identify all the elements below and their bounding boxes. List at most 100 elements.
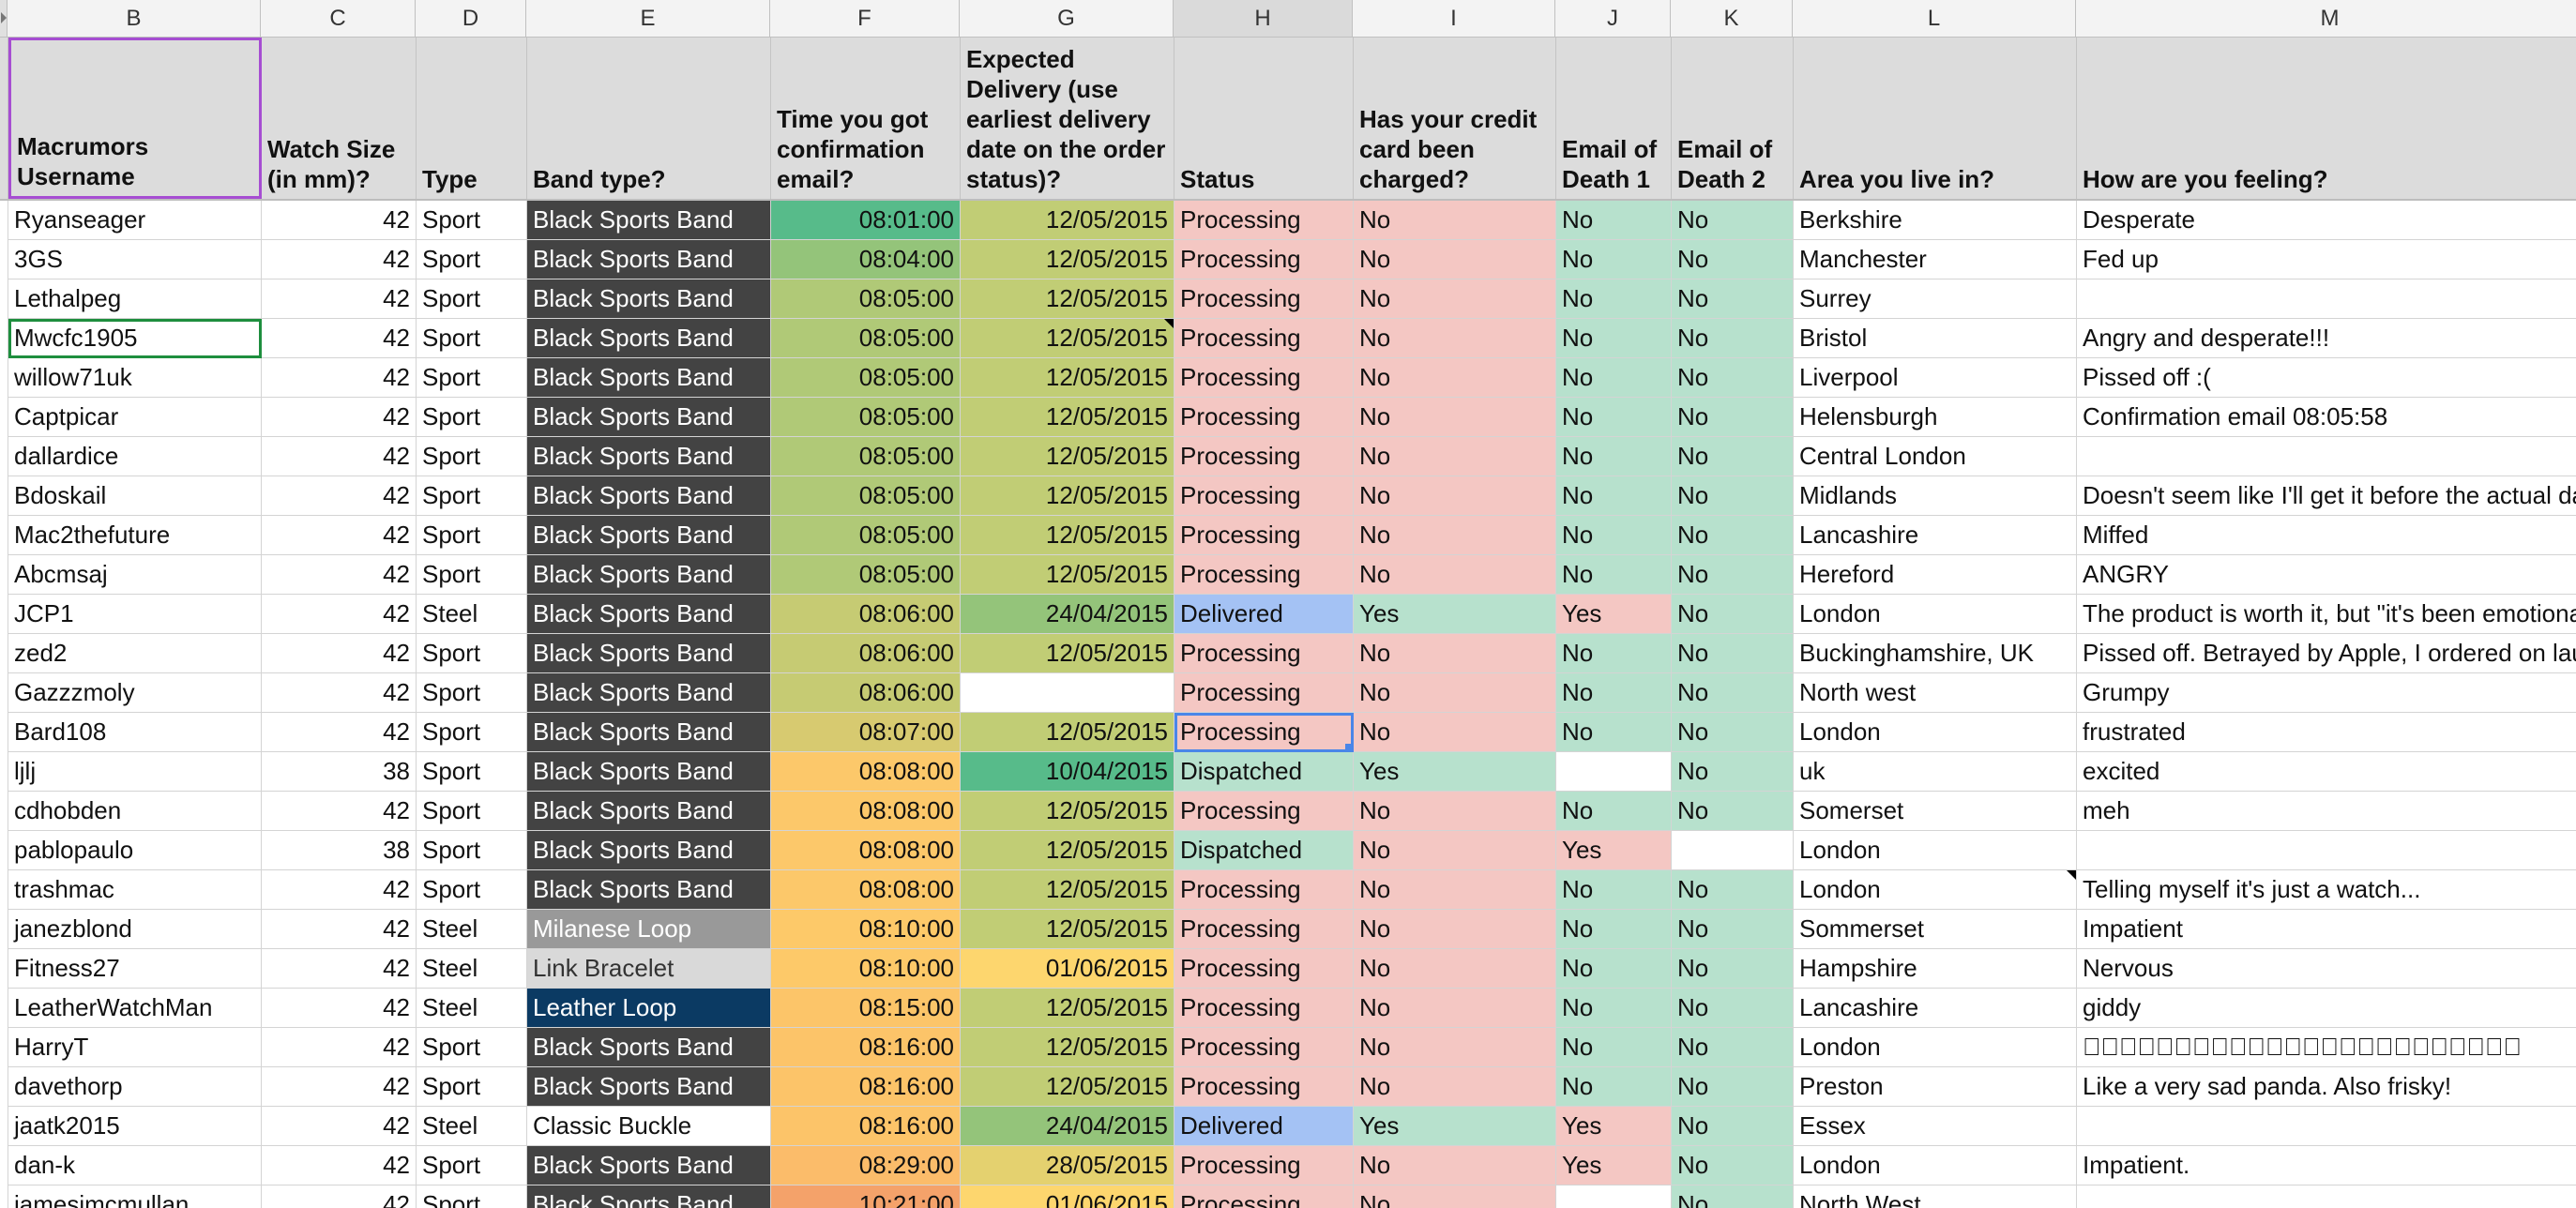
cell-death1[interactable]: No [1556, 910, 1672, 949]
cell-charged[interactable]: No [1354, 673, 1556, 713]
cell-charged[interactable]: Yes [1354, 595, 1556, 634]
cell-death2[interactable]: No [1672, 1185, 1794, 1208]
cell-area[interactable]: Lancashire [1794, 516, 2077, 555]
cell-feeling[interactable]: ANGRY [2077, 555, 2576, 595]
cell-band[interactable]: Milanese Loop [527, 910, 771, 949]
cell-feeling[interactable] [2077, 1107, 2576, 1146]
cell-death2[interactable]: No [1672, 201, 1794, 240]
column-header-b[interactable]: B [8, 0, 261, 37]
cell-delivery[interactable]: 24/04/2015 [961, 1107, 1174, 1146]
cell-death2[interactable]: No [1672, 910, 1794, 949]
cell-status[interactable]: Processing [1174, 870, 1354, 910]
cell-feeling[interactable]: Desperate [2077, 201, 2576, 240]
cell-type[interactable]: Sport [417, 240, 527, 279]
cell-death1[interactable] [1556, 752, 1672, 792]
cell-delivery[interactable]: 12/05/2015 [961, 634, 1174, 673]
cell-delivery[interactable]: 12/05/2015 [961, 398, 1174, 437]
cell-username[interactable]: zed2 [8, 634, 262, 673]
column-header-e[interactable]: E [526, 0, 770, 37]
cell-death2[interactable]: No [1672, 595, 1794, 634]
cell-charged[interactable]: Yes [1354, 752, 1556, 792]
header-cell-band[interactable]: Band type? [527, 38, 771, 199]
cell-size[interactable]: 42 [262, 910, 417, 949]
cell-username[interactable]: 3GS [8, 240, 262, 279]
cell-time[interactable]: 08:16:00 [771, 1067, 961, 1107]
cell-band[interactable]: Classic Buckle [527, 1107, 771, 1146]
cell-size[interactable]: 42 [262, 1067, 417, 1107]
cell-status[interactable]: Processing [1174, 555, 1354, 595]
cell-status[interactable]: Processing [1174, 476, 1354, 516]
cell-username[interactable]: Captpicar [8, 398, 262, 437]
cell-time[interactable]: 08:05:00 [771, 398, 961, 437]
cell-username[interactable]: Gazzzmoly [8, 673, 262, 713]
cell-status[interactable]: Processing [1174, 713, 1354, 752]
cell-death1[interactable]: No [1556, 240, 1672, 279]
cell-size[interactable]: 42 [262, 673, 417, 713]
cell-band[interactable]: Black Sports Band [527, 476, 771, 516]
cell-area[interactable]: Helensburgh [1794, 398, 2077, 437]
cell-username[interactable]: ljlj [8, 752, 262, 792]
cell-band[interactable]: Link Bracelet [527, 949, 771, 989]
cell-death1[interactable]: No [1556, 673, 1672, 713]
cell-username[interactable]: Bard108 [8, 713, 262, 752]
cell-area[interactable]: Berkshire [1794, 201, 2077, 240]
cell-death2[interactable]: No [1672, 752, 1794, 792]
cell-delivery[interactable]: 12/05/2015 [961, 1067, 1174, 1107]
cell-charged[interactable]: No [1354, 398, 1556, 437]
cell-area[interactable]: Surrey [1794, 279, 2077, 319]
cell-status[interactable]: Delivered [1174, 1107, 1354, 1146]
cell-size[interactable]: 42 [262, 989, 417, 1028]
cell-username[interactable]: Abcmsaj [8, 555, 262, 595]
cell-area[interactable]: Liverpool [1794, 358, 2077, 398]
cell-charged[interactable]: No [1354, 240, 1556, 279]
cell-size[interactable]: 42 [262, 595, 417, 634]
cell-death1[interactable] [1556, 1185, 1672, 1208]
column-header-c[interactable]: C [261, 0, 416, 37]
cell-band[interactable]: Black Sports Band [527, 555, 771, 595]
cell-delivery[interactable]: 01/06/2015 [961, 1185, 1174, 1208]
header-cell-charged[interactable]: Has your credit card been charged? [1354, 38, 1556, 199]
cell-feeling[interactable]: giddy [2077, 989, 2576, 1028]
cell-area[interactable]: Central London [1794, 437, 2077, 476]
cell-size[interactable]: 42 [262, 1146, 417, 1185]
cell-time[interactable]: 08:05:00 [771, 279, 961, 319]
header-cell-feeling[interactable]: How are you feeling? [2077, 38, 2576, 199]
cell-status[interactable]: Processing [1174, 319, 1354, 358]
cell-feeling[interactable]: frustrated [2077, 713, 2576, 752]
cell-status[interactable]: Processing [1174, 279, 1354, 319]
cell-status[interactable]: Processing [1174, 1146, 1354, 1185]
cell-username[interactable]: dan-k [8, 1146, 262, 1185]
cell-username[interactable]: cdhobden [8, 792, 262, 831]
cell-time[interactable]: 08:10:00 [771, 910, 961, 949]
cell-feeling[interactable]: The product is worth it, but "it's been … [2077, 595, 2576, 634]
cell-charged[interactable]: No [1354, 870, 1556, 910]
cell-area[interactable]: London [1794, 713, 2077, 752]
cell-status[interactable]: Processing [1174, 201, 1354, 240]
cell-type[interactable]: Sport [417, 319, 527, 358]
cell-charged[interactable]: No [1354, 949, 1556, 989]
cell-time[interactable]: 08:16:00 [771, 1028, 961, 1067]
cell-area[interactable]: Hampshire [1794, 949, 2077, 989]
cell-band[interactable]: Black Sports Band [527, 1146, 771, 1185]
cell-area[interactable]: London [1794, 831, 2077, 870]
cell-feeling[interactable]: Impatient. [2077, 1146, 2576, 1185]
cell-time[interactable]: 08:08:00 [771, 870, 961, 910]
cell-band[interactable]: Black Sports Band [527, 595, 771, 634]
cell-username[interactable]: jamesimcmullan [8, 1185, 262, 1208]
cell-type[interactable]: Sport [417, 358, 527, 398]
cell-band[interactable]: Black Sports Band [527, 437, 771, 476]
cell-death2[interactable]: No [1672, 279, 1794, 319]
cell-band[interactable]: Black Sports Band [527, 1067, 771, 1107]
cell-size[interactable]: 42 [262, 398, 417, 437]
cell-feeling[interactable]: Nervous [2077, 949, 2576, 989]
cell-time[interactable]: 08:29:00 [771, 1146, 961, 1185]
cell-band[interactable]: Black Sports Band [527, 1028, 771, 1067]
cell-death1[interactable]: No [1556, 634, 1672, 673]
header-cell-username[interactable]: Macrumors Username [8, 38, 262, 199]
cell-band[interactable]: Black Sports Band [527, 279, 771, 319]
cell-feeling[interactable] [2077, 437, 2576, 476]
cell-status[interactable]: Processing [1174, 1028, 1354, 1067]
cell-death1[interactable]: No [1556, 555, 1672, 595]
cell-type[interactable]: Sport [417, 476, 527, 516]
cell-charged[interactable]: No [1354, 713, 1556, 752]
